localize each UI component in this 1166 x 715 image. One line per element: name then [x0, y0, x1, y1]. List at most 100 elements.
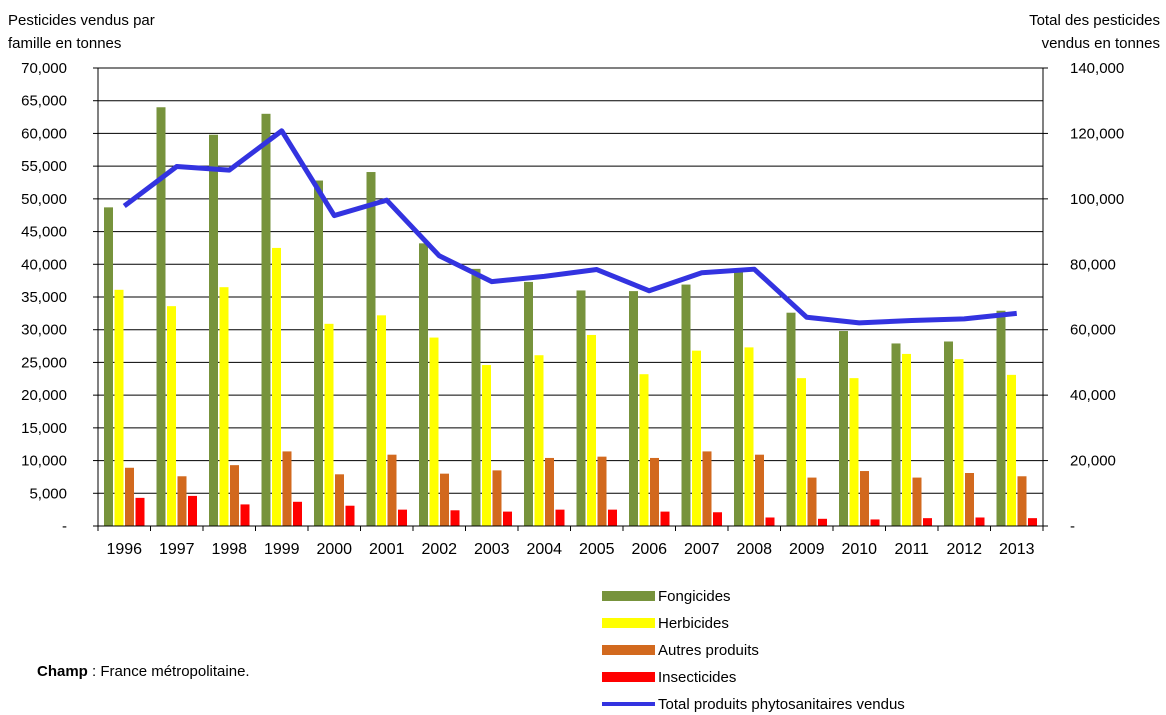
left-tick-label: -: [62, 518, 67, 535]
legend-swatch: [602, 618, 655, 628]
right-tick-label: 60,000: [1070, 322, 1116, 339]
x-tick-label: 2005: [579, 541, 615, 558]
bar: [734, 270, 743, 526]
bar: [261, 113, 271, 527]
left-tick-label: 20,000: [21, 387, 67, 404]
bar: [398, 509, 407, 526]
right-tick-label: -: [1070, 518, 1075, 535]
left-axis-title-line2: famille en tonnes: [8, 35, 121, 52]
bar: [450, 510, 460, 526]
x-tick-label: 1999: [264, 541, 300, 558]
axes: - 5,000 10,000 15,000 20,000 25,000 30,000 35,0…: [21, 60, 1124, 558]
series-line: [122, 128, 1018, 326]
bar: [429, 337, 439, 526]
x-tick-label: 2009: [789, 541, 825, 558]
bar: [125, 467, 134, 526]
bar: [345, 505, 355, 526]
left-tick-label: 15,000: [21, 420, 67, 437]
right-tick-label: 20,000: [1070, 453, 1116, 470]
bar: [366, 172, 376, 526]
bar: [629, 291, 638, 526]
bar: [744, 347, 754, 526]
bar: [849, 378, 859, 526]
scope-note-text: : France métropolitaine.: [87, 663, 250, 680]
left-tick-label: 65,000: [21, 93, 67, 110]
legend-swatch: [602, 645, 655, 655]
x-tick-label: 2004: [526, 541, 562, 558]
right-tick-label: 80,000: [1070, 256, 1116, 273]
left-axis-title-line1: Pesticides vendus par: [8, 12, 155, 29]
bar: [608, 509, 617, 526]
left-tick-label: 50,000: [21, 191, 67, 208]
bar: [209, 134, 218, 527]
bar: [167, 306, 176, 526]
bar: [419, 243, 428, 526]
line-series: [122, 128, 1018, 326]
bar: [534, 355, 544, 526]
left-tick-label: 55,000: [21, 158, 67, 175]
bar: [482, 365, 491, 526]
left-tick-label: 40,000: [21, 256, 67, 273]
bar: [240, 504, 250, 526]
scope-note: Champ : France métropolitaine.: [37, 663, 250, 680]
bar: [818, 518, 827, 526]
bar-series: [104, 107, 1037, 527]
bar: [975, 517, 985, 526]
legend-swatch: [602, 591, 655, 601]
x-tick-label: 2000: [316, 541, 352, 558]
bar: [765, 517, 775, 526]
bar: [219, 287, 229, 526]
gridlines: [98, 67, 1043, 494]
bar: [650, 457, 659, 526]
bar: [996, 310, 1006, 526]
bar: [660, 511, 670, 526]
bar: [324, 323, 334, 526]
right-axis-title-line2: vendus en tonnes: [1042, 35, 1160, 52]
bar: [104, 207, 113, 526]
right-tick-label: 140,000: [1070, 60, 1124, 77]
x-tick-label: 2011: [895, 541, 930, 558]
bar: [188, 495, 197, 526]
x-tick-label: 1997: [159, 541, 195, 558]
left-tick-label: 35,000: [21, 289, 67, 306]
bar: [156, 107, 166, 526]
bar: [440, 473, 449, 526]
bar: [870, 519, 880, 526]
legend-label: Total produits phytosanitaires vendus: [658, 696, 905, 713]
x-tick-label: 1998: [211, 541, 247, 558]
legend-swatch: [602, 672, 655, 682]
bar: [1017, 476, 1027, 526]
bar: [891, 343, 901, 526]
bar: [1028, 518, 1037, 526]
x-tick-label: 2003: [474, 541, 510, 558]
bar: [492, 470, 502, 526]
left-tick-label: 45,000: [21, 224, 67, 241]
scope-note-label: Champ: [37, 663, 88, 680]
bar: [839, 331, 848, 526]
left-tick-label: 60,000: [21, 125, 67, 142]
bar: [954, 359, 964, 526]
bar: [545, 457, 554, 526]
x-tick-label: 2012: [946, 541, 982, 558]
x-tick-label: 2002: [421, 541, 457, 558]
legend-label: Autres produits: [658, 642, 759, 659]
bar: [335, 474, 344, 526]
bar: [860, 471, 869, 526]
legend: Fongicides Herbicides Autres produits Insec…: [602, 588, 905, 713]
x-tick-label: 2013: [999, 541, 1035, 558]
bar: [702, 451, 712, 526]
bar: [587, 334, 596, 526]
bar: [944, 341, 953, 526]
bar: [755, 454, 764, 526]
x-tick-label: 1996: [106, 541, 142, 558]
bar: [114, 289, 124, 526]
bar: [293, 501, 302, 526]
left-tick-label: 25,000: [21, 354, 67, 371]
bar: [377, 315, 386, 526]
right-axis-title-line1: Total des pesticides: [1029, 12, 1160, 29]
legend-label: Fongicides: [658, 588, 731, 605]
bar: [555, 509, 565, 526]
legend-label: Herbicides: [658, 615, 729, 632]
x-tick-label: 2008: [736, 541, 772, 558]
